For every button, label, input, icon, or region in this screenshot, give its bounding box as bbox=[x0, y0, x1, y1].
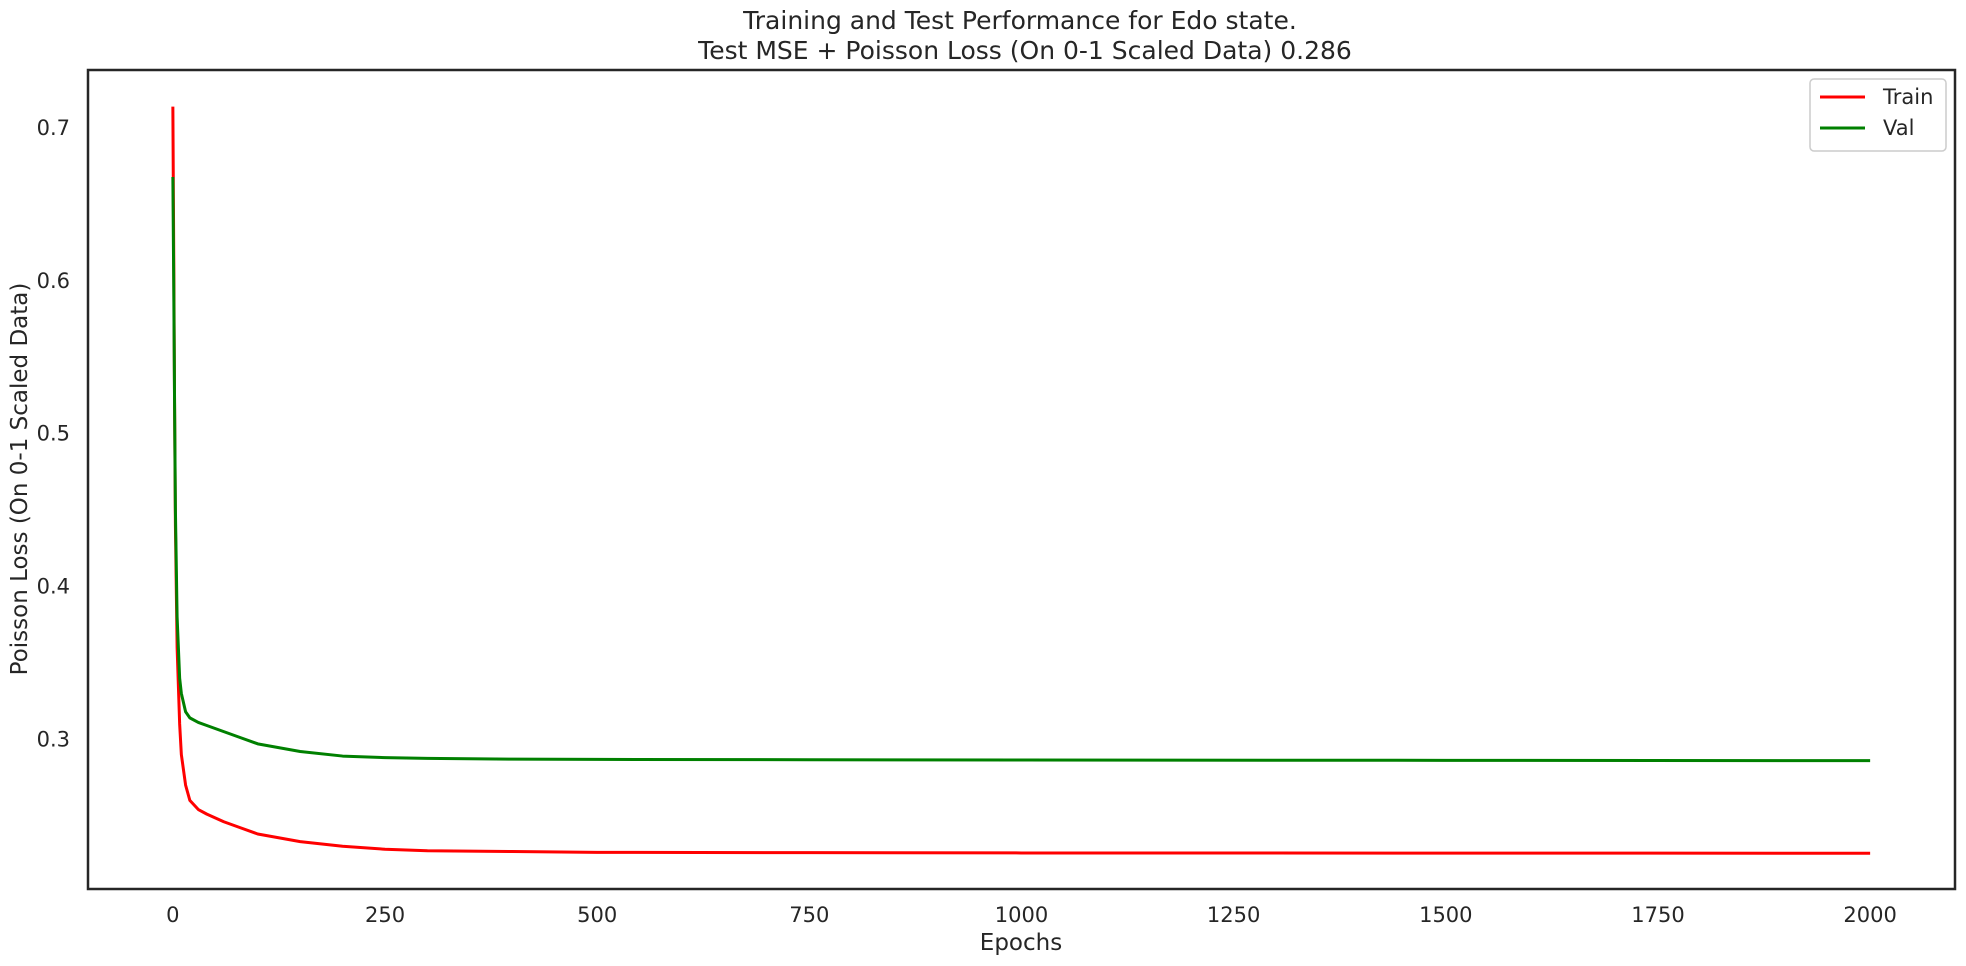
x-axis-label: Epochs bbox=[980, 930, 1062, 956]
y-tick-label: 0.3 bbox=[37, 727, 70, 751]
x-tick-label: 2000 bbox=[1843, 903, 1896, 927]
x-tick-label: 500 bbox=[577, 903, 617, 927]
y-tick-label: 0.7 bbox=[37, 116, 70, 140]
y-tick-label: 0.6 bbox=[37, 269, 70, 293]
x-tick-label: 750 bbox=[789, 903, 829, 927]
legend-label-val: Val bbox=[1883, 116, 1914, 140]
series-line-train bbox=[171, 106, 1871, 855]
tick-layer: 0 250 500 750 1000 1250 1500 1750 2000 0.3 0.4 0.5 0… bbox=[37, 116, 1897, 927]
chart-title: Training and Test Performance for Edo st… bbox=[742, 6, 1297, 35]
series-line-val bbox=[171, 176, 1871, 763]
chart-subtitle: Test MSE + Poisson Loss (On 0-1 Scaled D… bbox=[697, 36, 1352, 65]
x-tick-label: 0 bbox=[166, 903, 179, 927]
x-tick-label: 250 bbox=[365, 903, 405, 927]
x-tick-label: 1250 bbox=[1207, 903, 1260, 927]
x-tick-label: 1500 bbox=[1419, 903, 1472, 927]
series-layer bbox=[171, 106, 1871, 855]
x-tick-label: 1000 bbox=[995, 903, 1048, 927]
x-tick-label: 1750 bbox=[1631, 903, 1684, 927]
plot-frame bbox=[86, 68, 1957, 891]
y-axis-label: Poisson Loss (On 0-1 Scaled Data) bbox=[7, 283, 33, 676]
legend-label-train: Train bbox=[1882, 85, 1933, 109]
y-tick-label: 0.5 bbox=[37, 422, 70, 446]
legend: Train Val bbox=[1809, 78, 1947, 152]
y-tick-label: 0.4 bbox=[37, 574, 70, 598]
